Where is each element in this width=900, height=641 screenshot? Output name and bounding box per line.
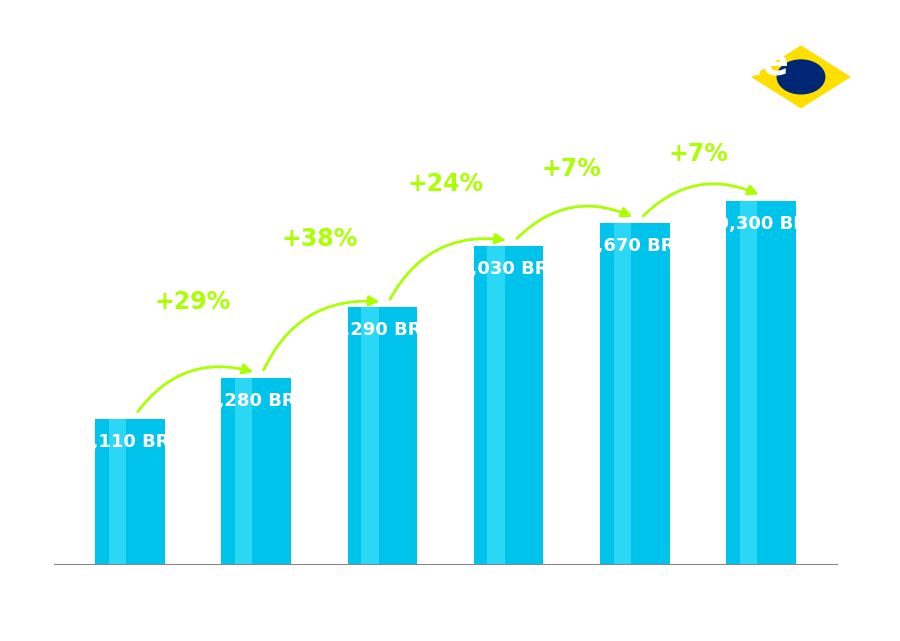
Bar — [740, 201, 758, 564]
Bar — [474, 246, 544, 564]
Text: 5,280 BRL: 5,280 BRL — [205, 392, 307, 410]
Text: +38%: +38% — [281, 227, 357, 251]
Bar — [726, 201, 796, 564]
Bar — [221, 378, 291, 564]
Text: 7,290 BRL: 7,290 BRL — [331, 321, 433, 339]
Bar — [361, 307, 379, 564]
Bar — [235, 378, 252, 564]
Text: 10,300 BRL: 10,300 BRL — [704, 215, 818, 233]
Text: +24%: +24% — [408, 172, 483, 196]
Bar — [726, 201, 796, 564]
Text: +29%: +29% — [155, 290, 231, 315]
Bar — [347, 307, 417, 564]
Text: 9,670 BRL: 9,670 BRL — [584, 237, 686, 255]
Text: 4,110 BRL: 4,110 BRL — [79, 433, 181, 451]
Text: salaryexplorer.com: salaryexplorer.com — [364, 610, 536, 628]
Circle shape — [778, 60, 824, 94]
Text: +7%: +7% — [668, 142, 728, 165]
Bar — [600, 223, 670, 564]
Bar — [488, 246, 505, 564]
Text: Average Monthly Salary: Average Monthly Salary — [859, 238, 873, 403]
Text: Salary Comparison By Experience: Salary Comparison By Experience — [54, 45, 788, 83]
Bar — [95, 419, 165, 564]
Bar — [474, 246, 544, 564]
Bar — [347, 307, 417, 564]
Bar — [95, 419, 165, 564]
Text: +7%: +7% — [542, 157, 602, 181]
Bar — [600, 223, 670, 564]
Bar — [221, 378, 291, 564]
Polygon shape — [752, 46, 850, 108]
Bar — [614, 223, 631, 564]
Text: 9,030 BRL: 9,030 BRL — [458, 260, 560, 278]
Bar — [109, 419, 126, 564]
Text: salary: salary — [361, 610, 422, 628]
Text: In-home Early Childhood Education Consultant: In-home Early Childhood Education Consul… — [54, 103, 637, 126]
